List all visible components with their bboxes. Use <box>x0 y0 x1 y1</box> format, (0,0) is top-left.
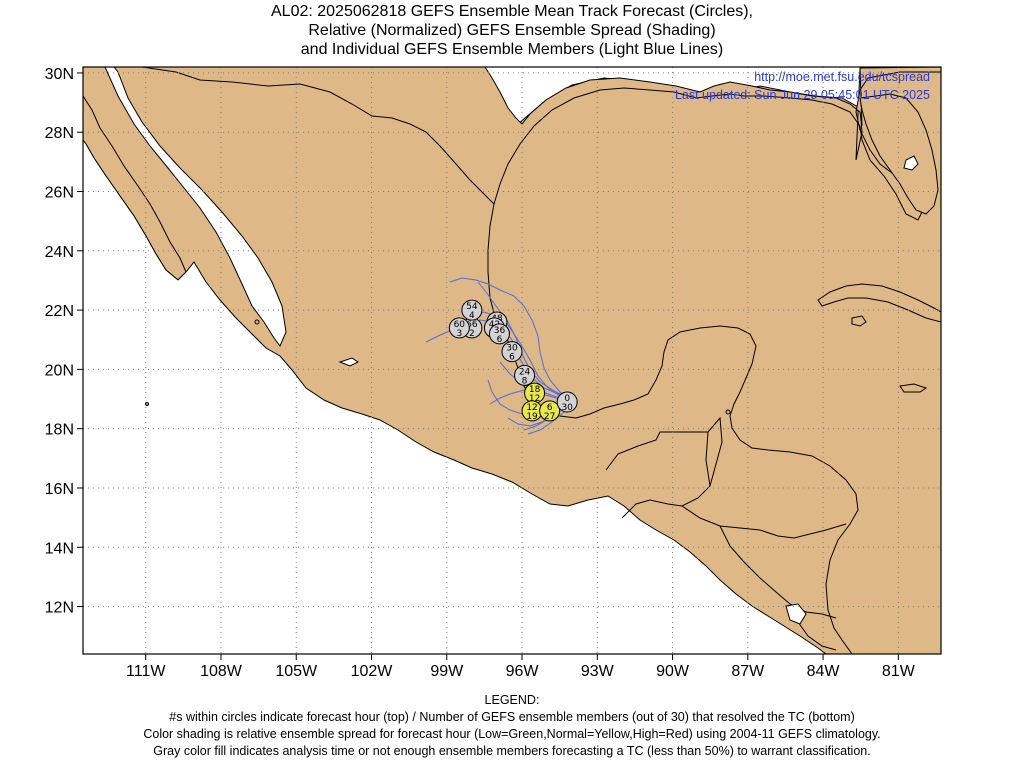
title-line-2: Relative (Normalized) GEFS Ensemble Spre… <box>308 22 716 39</box>
isla-juventud <box>851 315 867 327</box>
latitude-axis: 30N 28N 26N 24N 22N 20N 18N 16N 14N 12N <box>45 66 83 617</box>
lat-tick-label: 30N <box>45 66 74 83</box>
lat-tick-label: 20N <box>45 362 74 379</box>
lon-tick-label: 96W <box>506 663 540 680</box>
lat-tick-label: 28N <box>45 125 74 142</box>
mean-track-circles: 66260354448442536630624818121219627030 <box>448 299 578 422</box>
lat-tick-label: 24N <box>45 244 74 261</box>
lat-tick-label: 22N <box>45 303 74 320</box>
lake-okeechobee <box>903 155 919 171</box>
forecast-hour-label: 24 <box>519 367 531 377</box>
belize-border <box>707 416 723 487</box>
member-count-label: 6 <box>497 335 503 345</box>
lat-tick-label: 18N <box>45 422 74 439</box>
forecast-hour-label: 18 <box>529 385 541 395</box>
member-count-label: 27 <box>544 412 555 422</box>
track-circle <box>461 299 483 321</box>
florida <box>859 93 939 215</box>
us-mexico-border <box>141 67 495 205</box>
forecast-hour-label: 6 <box>547 403 553 413</box>
track-circle <box>514 364 536 386</box>
credit-url: http://moe.met.fsu.edu/tcspread <box>754 70 930 84</box>
track-point: 030 <box>556 391 578 413</box>
member-count-label: 12 <box>529 394 540 404</box>
lon-tick-label: 105W <box>275 663 318 680</box>
grid-lines <box>83 67 941 654</box>
track-circle <box>448 317 470 339</box>
jamaica <box>899 383 928 393</box>
member-count-label: 4 <box>469 311 475 321</box>
legend-heading: LEGEND: <box>484 693 540 707</box>
track-circle <box>539 400 561 422</box>
member-count-label: 2 <box>469 329 475 339</box>
guatemala-border <box>605 431 711 519</box>
island-socorro <box>145 402 149 406</box>
lon-tick-label: 93W <box>581 663 615 680</box>
lon-tick-label: 108W <box>200 663 243 680</box>
island-cozumel <box>725 409 731 415</box>
forecast-hour-label: 30 <box>506 344 518 354</box>
lat-tick-label: 26N <box>45 185 74 202</box>
member-count-label: 6 <box>509 353 515 363</box>
member-count-label: 19 <box>526 412 538 422</box>
forecast-hour-label: 60 <box>454 320 466 330</box>
title-line-1: AL02: 2025062818 GEFS Ensemble Mean Trac… <box>271 3 753 20</box>
track-circle <box>556 391 578 413</box>
track-point: 627 <box>539 400 561 422</box>
track-point: 544 <box>461 299 483 321</box>
lon-tick-label: 84W <box>807 663 841 680</box>
member-count-label: 8 <box>522 376 528 386</box>
track-point: 248 <box>514 364 536 386</box>
lon-tick-label: 87W <box>731 663 765 680</box>
pacific-ocean <box>83 139 827 654</box>
island-marias <box>254 319 260 325</box>
member-count-label: 30 <box>561 403 573 413</box>
lon-tick-label: 81W <box>882 663 916 680</box>
member-count-label: 3 <box>456 329 462 339</box>
longitude-axis: 111W 108W 105W 102W 99W 96W 93W 90W 87W 84W 81W <box>126 654 916 680</box>
member-track <box>449 277 573 401</box>
track-point: 306 <box>501 341 523 363</box>
legend-line-1: #s within circles indicate forecast hour… <box>169 710 855 724</box>
gulf-of-california <box>104 67 287 347</box>
lon-tick-label: 90W <box>656 663 690 680</box>
lat-tick-label: 12N <box>45 600 74 617</box>
lat-tick-label: 14N <box>45 540 74 557</box>
nicaragua-border <box>719 525 837 619</box>
forecast-hour-label: 36 <box>494 326 506 336</box>
plot-frame <box>82 66 942 655</box>
honduras-border <box>681 505 847 539</box>
lake-nicaragua <box>785 603 807 625</box>
legend-line-3: Gray color fill indicates analysis time … <box>153 744 871 758</box>
lon-tick-label: 99W <box>430 663 464 680</box>
track-map: 66260354448442536630624818121219627030 3… <box>45 66 942 680</box>
lake-chapala <box>338 357 359 367</box>
forecast-hour-label: 66 <box>466 320 478 330</box>
credit-updated: Last updated: Sun Jun 29 05:45:01 UTC 20… <box>675 88 930 102</box>
forecast-hour-label: 12 <box>526 403 537 413</box>
legend-line-2: Color shading is relative ensemble sprea… <box>143 727 881 741</box>
track-circle <box>488 323 510 345</box>
forecast-hour-label: 54 <box>466 302 478 312</box>
lat-tick-label: 16N <box>45 481 74 498</box>
title-line-3: and Individual GEFS Ensemble Members (Li… <box>300 41 724 58</box>
forecast-hour-label: 0 <box>564 394 570 404</box>
cuba <box>817 283 941 323</box>
lon-tick-label: 102W <box>351 663 394 680</box>
track-point: 366 <box>488 323 510 345</box>
lon-tick-label: 111W <box>126 663 166 680</box>
track-point: 603 <box>448 317 470 339</box>
track-circle <box>501 341 523 363</box>
